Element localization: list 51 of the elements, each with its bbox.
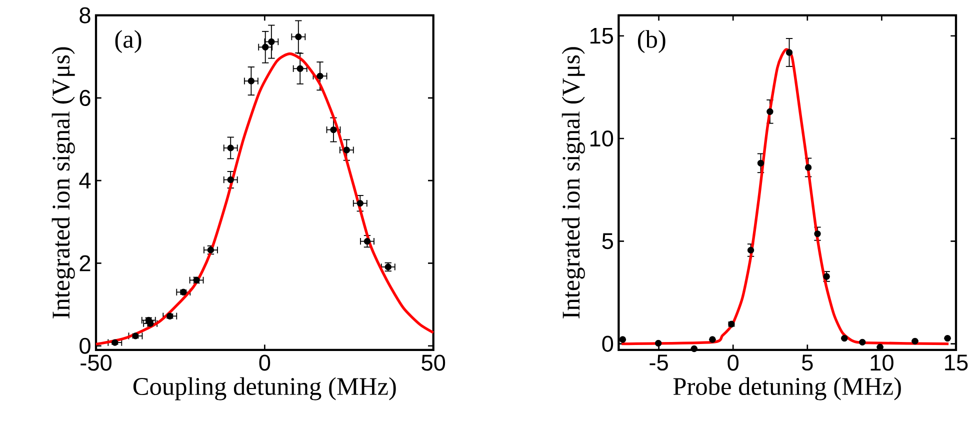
- point: [619, 336, 626, 343]
- point: [227, 144, 234, 152]
- y-axis-title: Integrated ion signal (Vμs): [562, 47, 585, 318]
- y-tick-label: 15: [590, 28, 613, 44]
- y-axis-title: Integrated ion signal (Vμs): [52, 47, 75, 318]
- x-tick-label: 0: [728, 354, 739, 371]
- x-tick-label: 50: [422, 354, 446, 371]
- x-tick-label: 5: [802, 354, 813, 371]
- point: [786, 49, 793, 56]
- x-tick-label: 10: [870, 354, 894, 371]
- y-tick-label: 4: [79, 172, 91, 188]
- y-tick-label: 10: [590, 130, 614, 147]
- point: [364, 238, 371, 245]
- point: [859, 338, 866, 346]
- x-tick-label: 0: [259, 354, 270, 371]
- line-series: [94, 52, 435, 346]
- y-tick-label: 8: [80, 7, 90, 24]
- y-tick-label: 6: [80, 90, 90, 106]
- y-tick-label: 0: [80, 338, 90, 354]
- annotation: (b): [638, 30, 666, 54]
- point: [330, 126, 337, 134]
- point: [747, 246, 754, 254]
- point: [690, 345, 698, 352]
- y-tick-label: 2: [80, 255, 90, 272]
- point: [814, 230, 821, 238]
- x-tick-label: -5: [650, 354, 668, 371]
- point: [757, 160, 764, 166]
- point: [316, 72, 324, 80]
- point: [248, 78, 255, 84]
- point: [356, 200, 364, 207]
- point: [227, 176, 234, 184]
- point: [295, 33, 302, 40]
- y-tick-label: 0: [602, 336, 614, 352]
- point: [912, 338, 918, 344]
- x-tick-label: -50: [80, 354, 112, 371]
- x-axis-title: Probe detuning (MHz): [673, 377, 901, 400]
- x-tick-label: 15: [945, 354, 968, 371]
- point: [944, 334, 951, 342]
- x-axis-title: Coupling detuning (MHz): [133, 377, 396, 400]
- annotation: (a): [115, 30, 142, 54]
- point: [766, 108, 774, 115]
- point: [343, 146, 350, 154]
- point: [709, 336, 716, 343]
- point: [823, 273, 830, 280]
- point: [262, 44, 269, 50]
- point: [841, 334, 848, 342]
- point: [296, 65, 304, 72]
- y-tick-label: 5: [602, 233, 613, 250]
- point: [268, 38, 275, 46]
- point: [655, 340, 662, 347]
- point: [804, 164, 812, 171]
